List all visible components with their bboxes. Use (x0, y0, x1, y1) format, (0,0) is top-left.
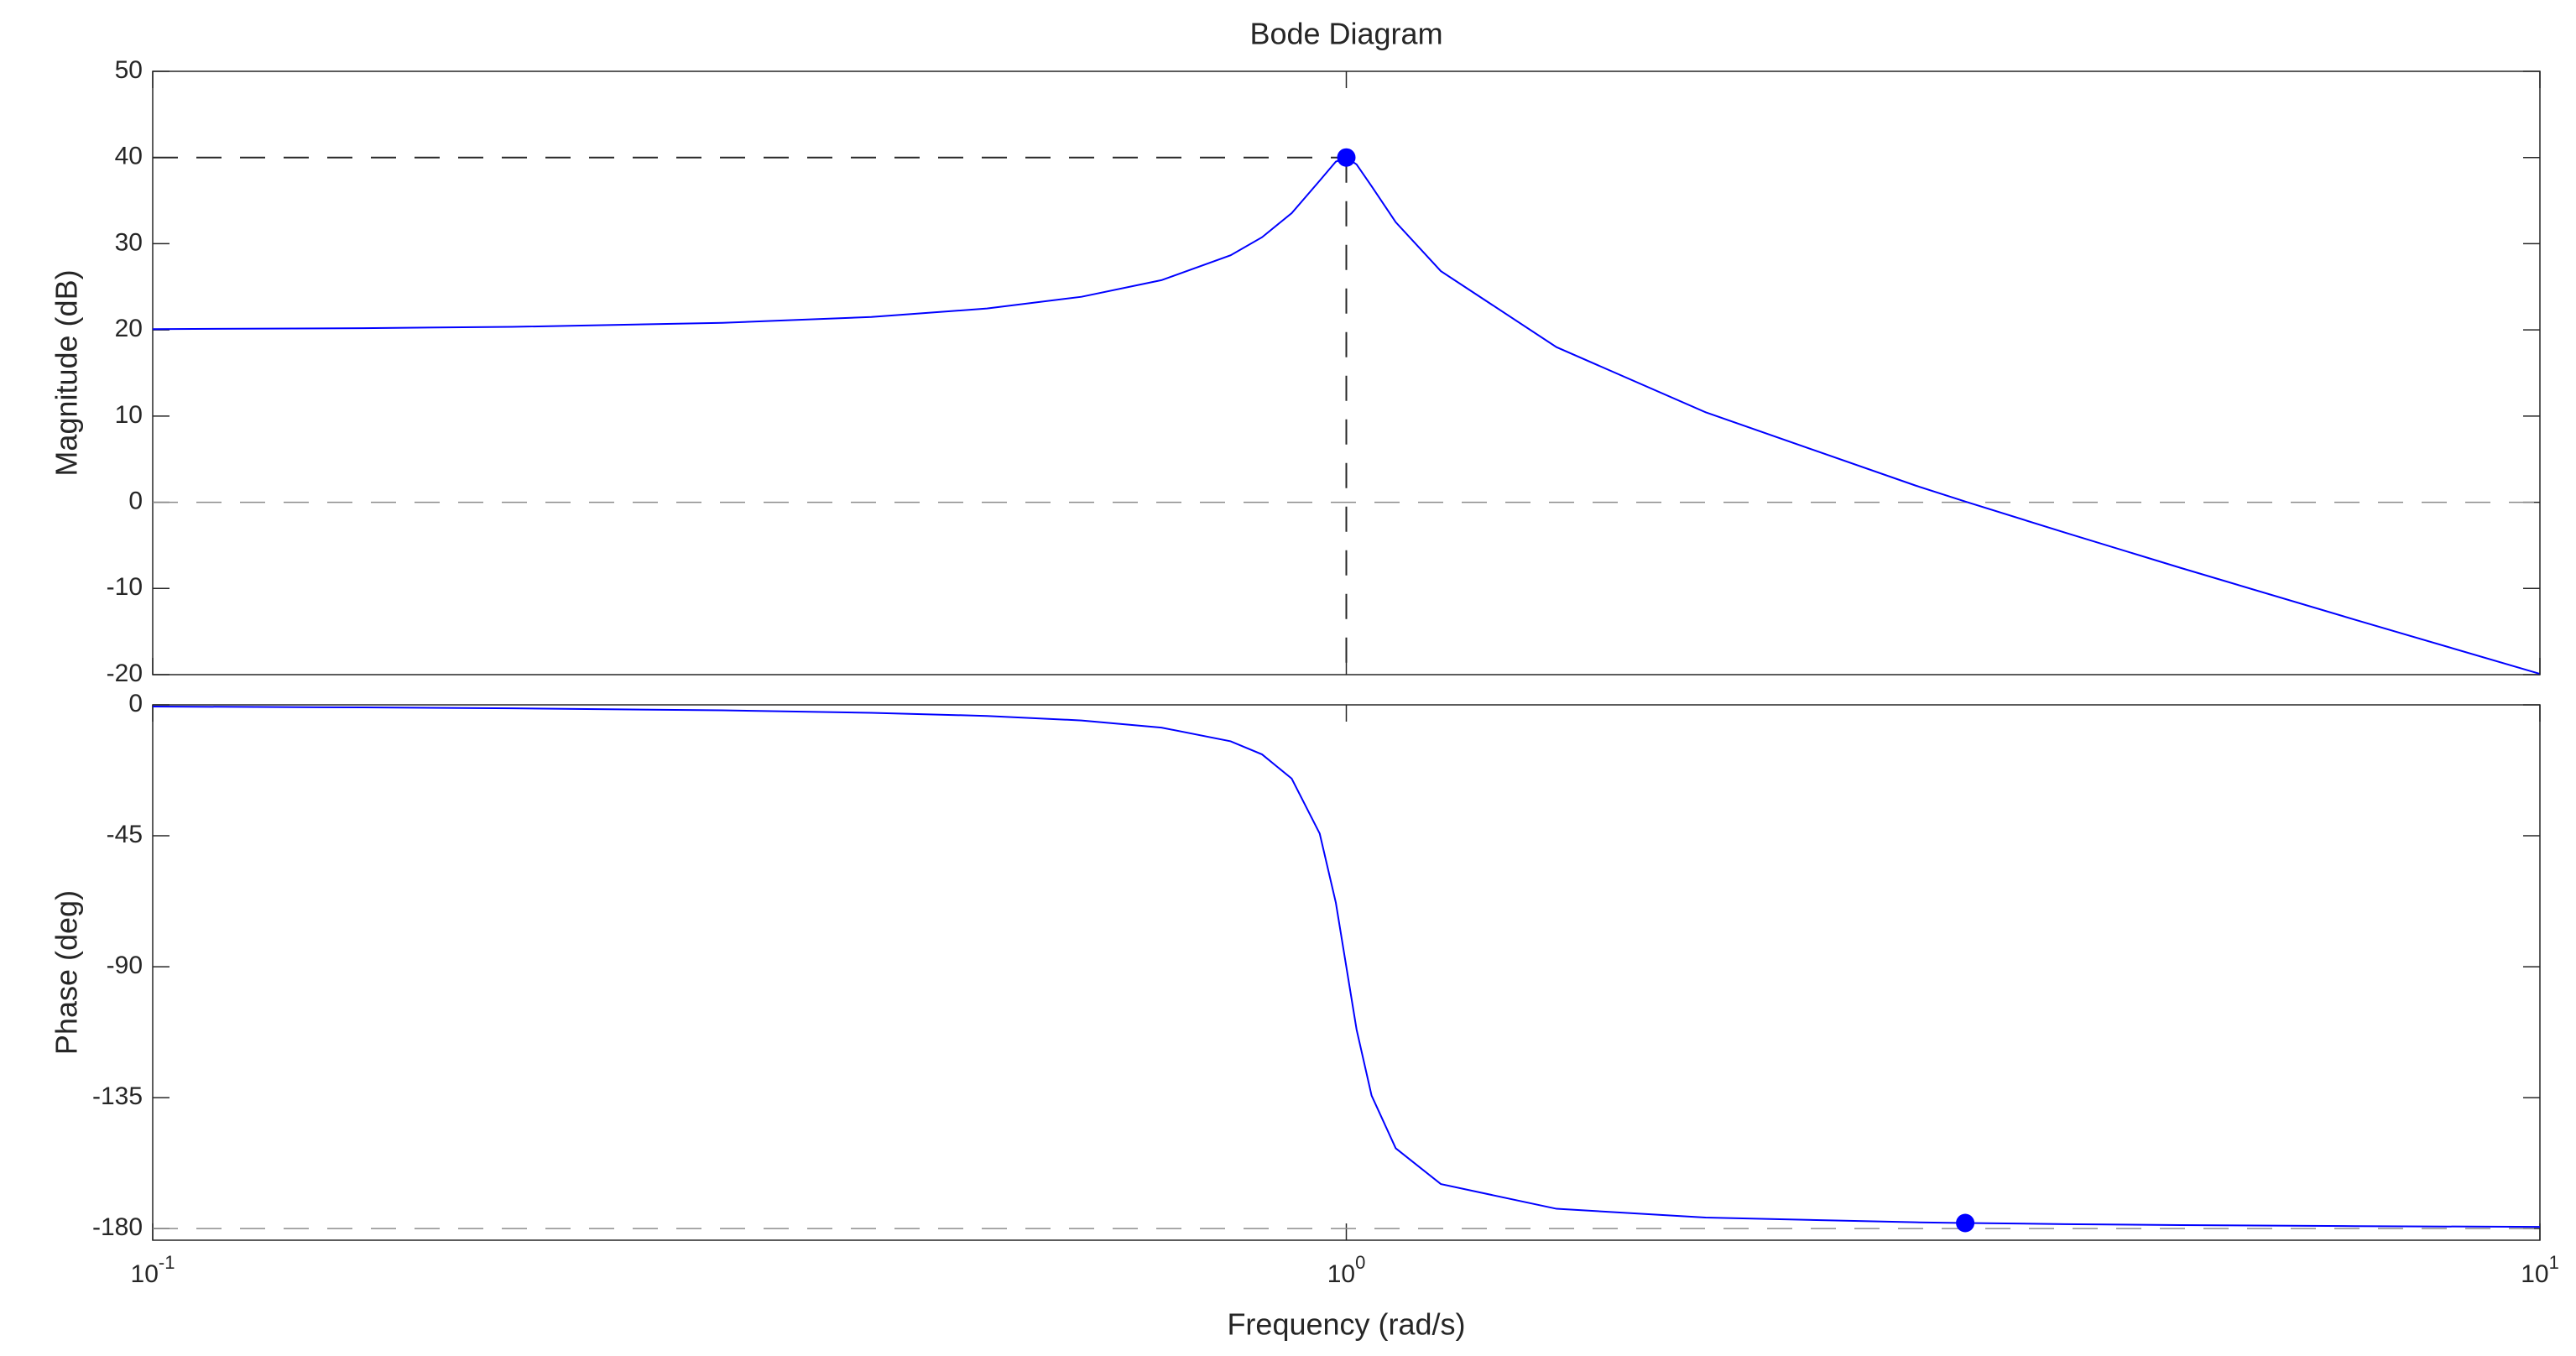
y-tick-label: 10 (115, 401, 143, 429)
chart-title: Bode Diagram (1249, 17, 1442, 51)
y-tick-label: -45 (107, 821, 143, 848)
y-tick-label: 30 (115, 228, 143, 256)
y-tick-label: -10 (107, 573, 143, 601)
y-tick-label: -180 (92, 1213, 143, 1241)
y-axis-label: Phase (deg) (50, 890, 84, 1055)
y-tick-label: 40 (115, 143, 143, 170)
y-axis-label: Magnitude (dB) (50, 269, 84, 476)
y-tick-label: -135 (92, 1082, 143, 1110)
x-tick-label: 10-1 (131, 1252, 175, 1288)
y-tick-label: -20 (107, 660, 143, 687)
y-tick-label: 50 (115, 56, 143, 84)
y-tick-label: 20 (115, 315, 143, 342)
marker (1956, 1213, 1975, 1233)
x-axis-label: Frequency (rad/s) (1227, 1307, 1465, 1342)
x-tick-label: 100 (1327, 1252, 1366, 1288)
marker (1337, 148, 1356, 167)
plot-area (152, 704, 2541, 1241)
x-tick-label: 101 (2521, 1252, 2559, 1288)
y-tick-label: 0 (128, 487, 143, 514)
y-tick-label: 0 (128, 690, 143, 717)
y-tick-label: -90 (107, 952, 143, 979)
